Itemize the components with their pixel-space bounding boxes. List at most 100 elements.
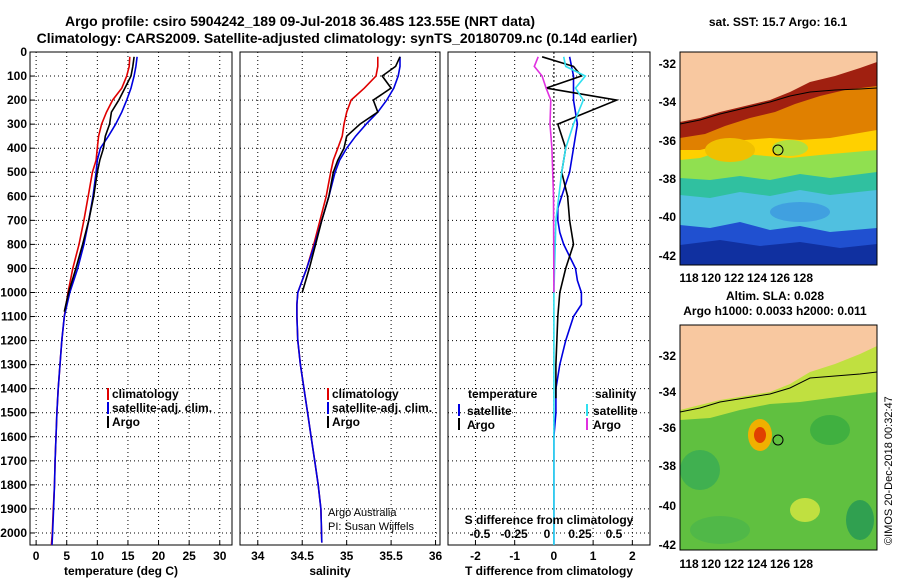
sst-lat-tick-label: -42 [659,249,677,263]
isobath-line [680,371,877,413]
temperature-xtick-label: 0 [33,549,40,563]
float-position-marker [772,144,784,156]
figure-title-line1: Argo profile: csiro 5904242_189 09-Jul-2… [65,13,535,29]
salinity-xtick-label: 34 [251,549,265,563]
difference-xtick-label: 2 [629,549,636,563]
depth-tick-label: 1000 [0,285,27,299]
temperature-plot-frame [29,51,233,546]
isobath-line [680,87,877,125]
timestamp-stamp: ©IMOS 20-Dec-2018 00:32:47 [883,396,895,545]
sst-lat-tick-label: -38 [659,172,677,186]
salinity-legend-label: climatology [332,387,399,401]
temperature-xtick-label: 15 [121,549,135,563]
sst-lat-tick-label: -34 [659,95,677,109]
credit-pi: PI: Susan Wijffels [328,521,414,533]
salinity-legend-label: satellite-adj. clim. [332,401,432,415]
difference-xtick-label: 1 [590,549,597,563]
depth-tick-label: 900 [7,261,27,275]
difference-series-group [533,52,620,545]
diff-legend-heading-temp: temperature [468,387,538,401]
salinity-profile-panel: 34 34.5 35 35.5 36 salinity climatologysatelli… [239,51,443,578]
salinity-plot-frame [239,51,441,546]
sst-lon-tick-label: 126 [770,271,790,285]
depth-tick-label: 800 [7,237,27,251]
temperature-xtick-label: 5 [63,549,70,563]
salinity-series-climatology [296,56,379,543]
depth-tick-label: 1500 [0,406,27,420]
sla-lat-tick-label: -38 [659,459,677,473]
sst-lon-tick-label: 122 [724,271,744,285]
sst-lon-tick-label: 118 [679,271,699,285]
sla-lat-tick-label: -36 [659,421,677,435]
depth-tick-label: 1900 [0,502,27,516]
difference-xtick-label: -2 [470,549,481,563]
sst-lon-tick-label: 128 [793,271,813,285]
salinity-diff-tick-label: 0.5 [606,527,623,541]
difference-series-satellite [553,56,583,545]
depth-tick-label: 0 [20,45,27,59]
sst-lat-tick-label: -40 [659,210,677,224]
depth-tick-label: 700 [7,213,27,227]
salinity-xtick-label: 35.5 [379,549,403,563]
sla-lat-tick-label: -40 [659,499,677,513]
temperature-series-group [50,56,138,545]
temperature-xtick-label: 10 [91,549,105,563]
depth-tick-label: 1100 [1,310,27,324]
temperature-xtick-label: 20 [152,549,166,563]
depth-tick-label: 300 [7,117,27,131]
diff-legend-label: satellite [467,404,512,418]
depth-tick-label: 200 [7,93,27,107]
sst-lat-tick-label: -32 [659,57,677,71]
salinity-series-group [296,56,401,543]
float-position-marker [772,434,784,446]
difference-series-argo [541,56,620,399]
salinity-series-argo [301,56,401,293]
map-axes: 118118120120122122124124126126128128-32-… [659,57,814,571]
sla-map-title-line2: Argo h1000: 0.0033 h2000: 0.011 [683,304,867,318]
salinity-diff-axis-label: S difference from climatology [465,513,634,527]
temperature-legend-label: Argo [112,415,140,429]
depth-tick-label: 500 [7,165,27,179]
depth-tick-label: 400 [7,141,27,155]
sla-lon-tick-label: 128 [793,557,813,571]
salinity-diff-tick-label: -0.25 [500,527,528,541]
sla-lat-tick-label: -42 [659,538,677,552]
sla-map-title-line1: Altim. SLA: 0.028 [726,289,824,303]
salinity-xtick-label: 34.5 [291,549,315,563]
salinity-legend-label: Argo [332,415,360,429]
salinity-xtick-label: 36 [429,549,443,563]
depth-tick-label: 1300 [0,358,27,372]
sst-lat-tick-label: -36 [659,134,677,148]
salinity-diff-tick-label: 0 [544,527,551,541]
salinity-axis-label: salinity [309,564,351,578]
depth-tick-label: 2000 [0,526,27,540]
temperature-xtick-label: 25 [182,549,196,563]
diff-legend-label: Argo [467,418,495,432]
figure-title-line2: Climatology: CARS2009. Satellite-adjuste… [37,30,638,46]
temperature-series-satellite-adj-clim- [51,56,138,545]
difference-xtick-label: 0 [551,549,558,563]
difference-series-salinity-argo [533,56,555,293]
difference-profile-panel: -2 -1 0 1 2T difference from climatology temp… [447,51,651,578]
sst-lon-tick-label: 120 [701,271,721,285]
temperature-xtick-label: 30 [213,549,227,563]
depth-tick-label: 1800 [0,478,27,492]
credit-org: Argo Australia [328,507,397,519]
difference-axis-label: T difference from climatology [465,564,633,578]
diff-legend-label: Argo [593,418,621,432]
difference-plot-frame [447,51,651,546]
sst-map [679,51,878,266]
sst-lon-tick-label: 124 [747,271,767,285]
sla-lat-tick-label: -34 [659,385,677,399]
temperature-series-argo [63,56,135,312]
temperature-series-climatology [50,56,131,545]
salinity-series-satellite-adj-clim- [296,56,401,543]
temperature-legend-label: satellite-adj. clim. [112,401,212,415]
difference-xtick-label: -1 [509,549,520,563]
diff-legend-label: satellite [593,404,638,418]
sla-lon-tick-label: 126 [770,557,790,571]
temperature-axis-label: temperature (deg C) [64,564,178,578]
salinity-xtick-label: 35 [340,549,354,563]
depth-tick-label: 1400 [0,382,27,396]
salinity-diff-tick-label: 0.25 [568,527,592,541]
